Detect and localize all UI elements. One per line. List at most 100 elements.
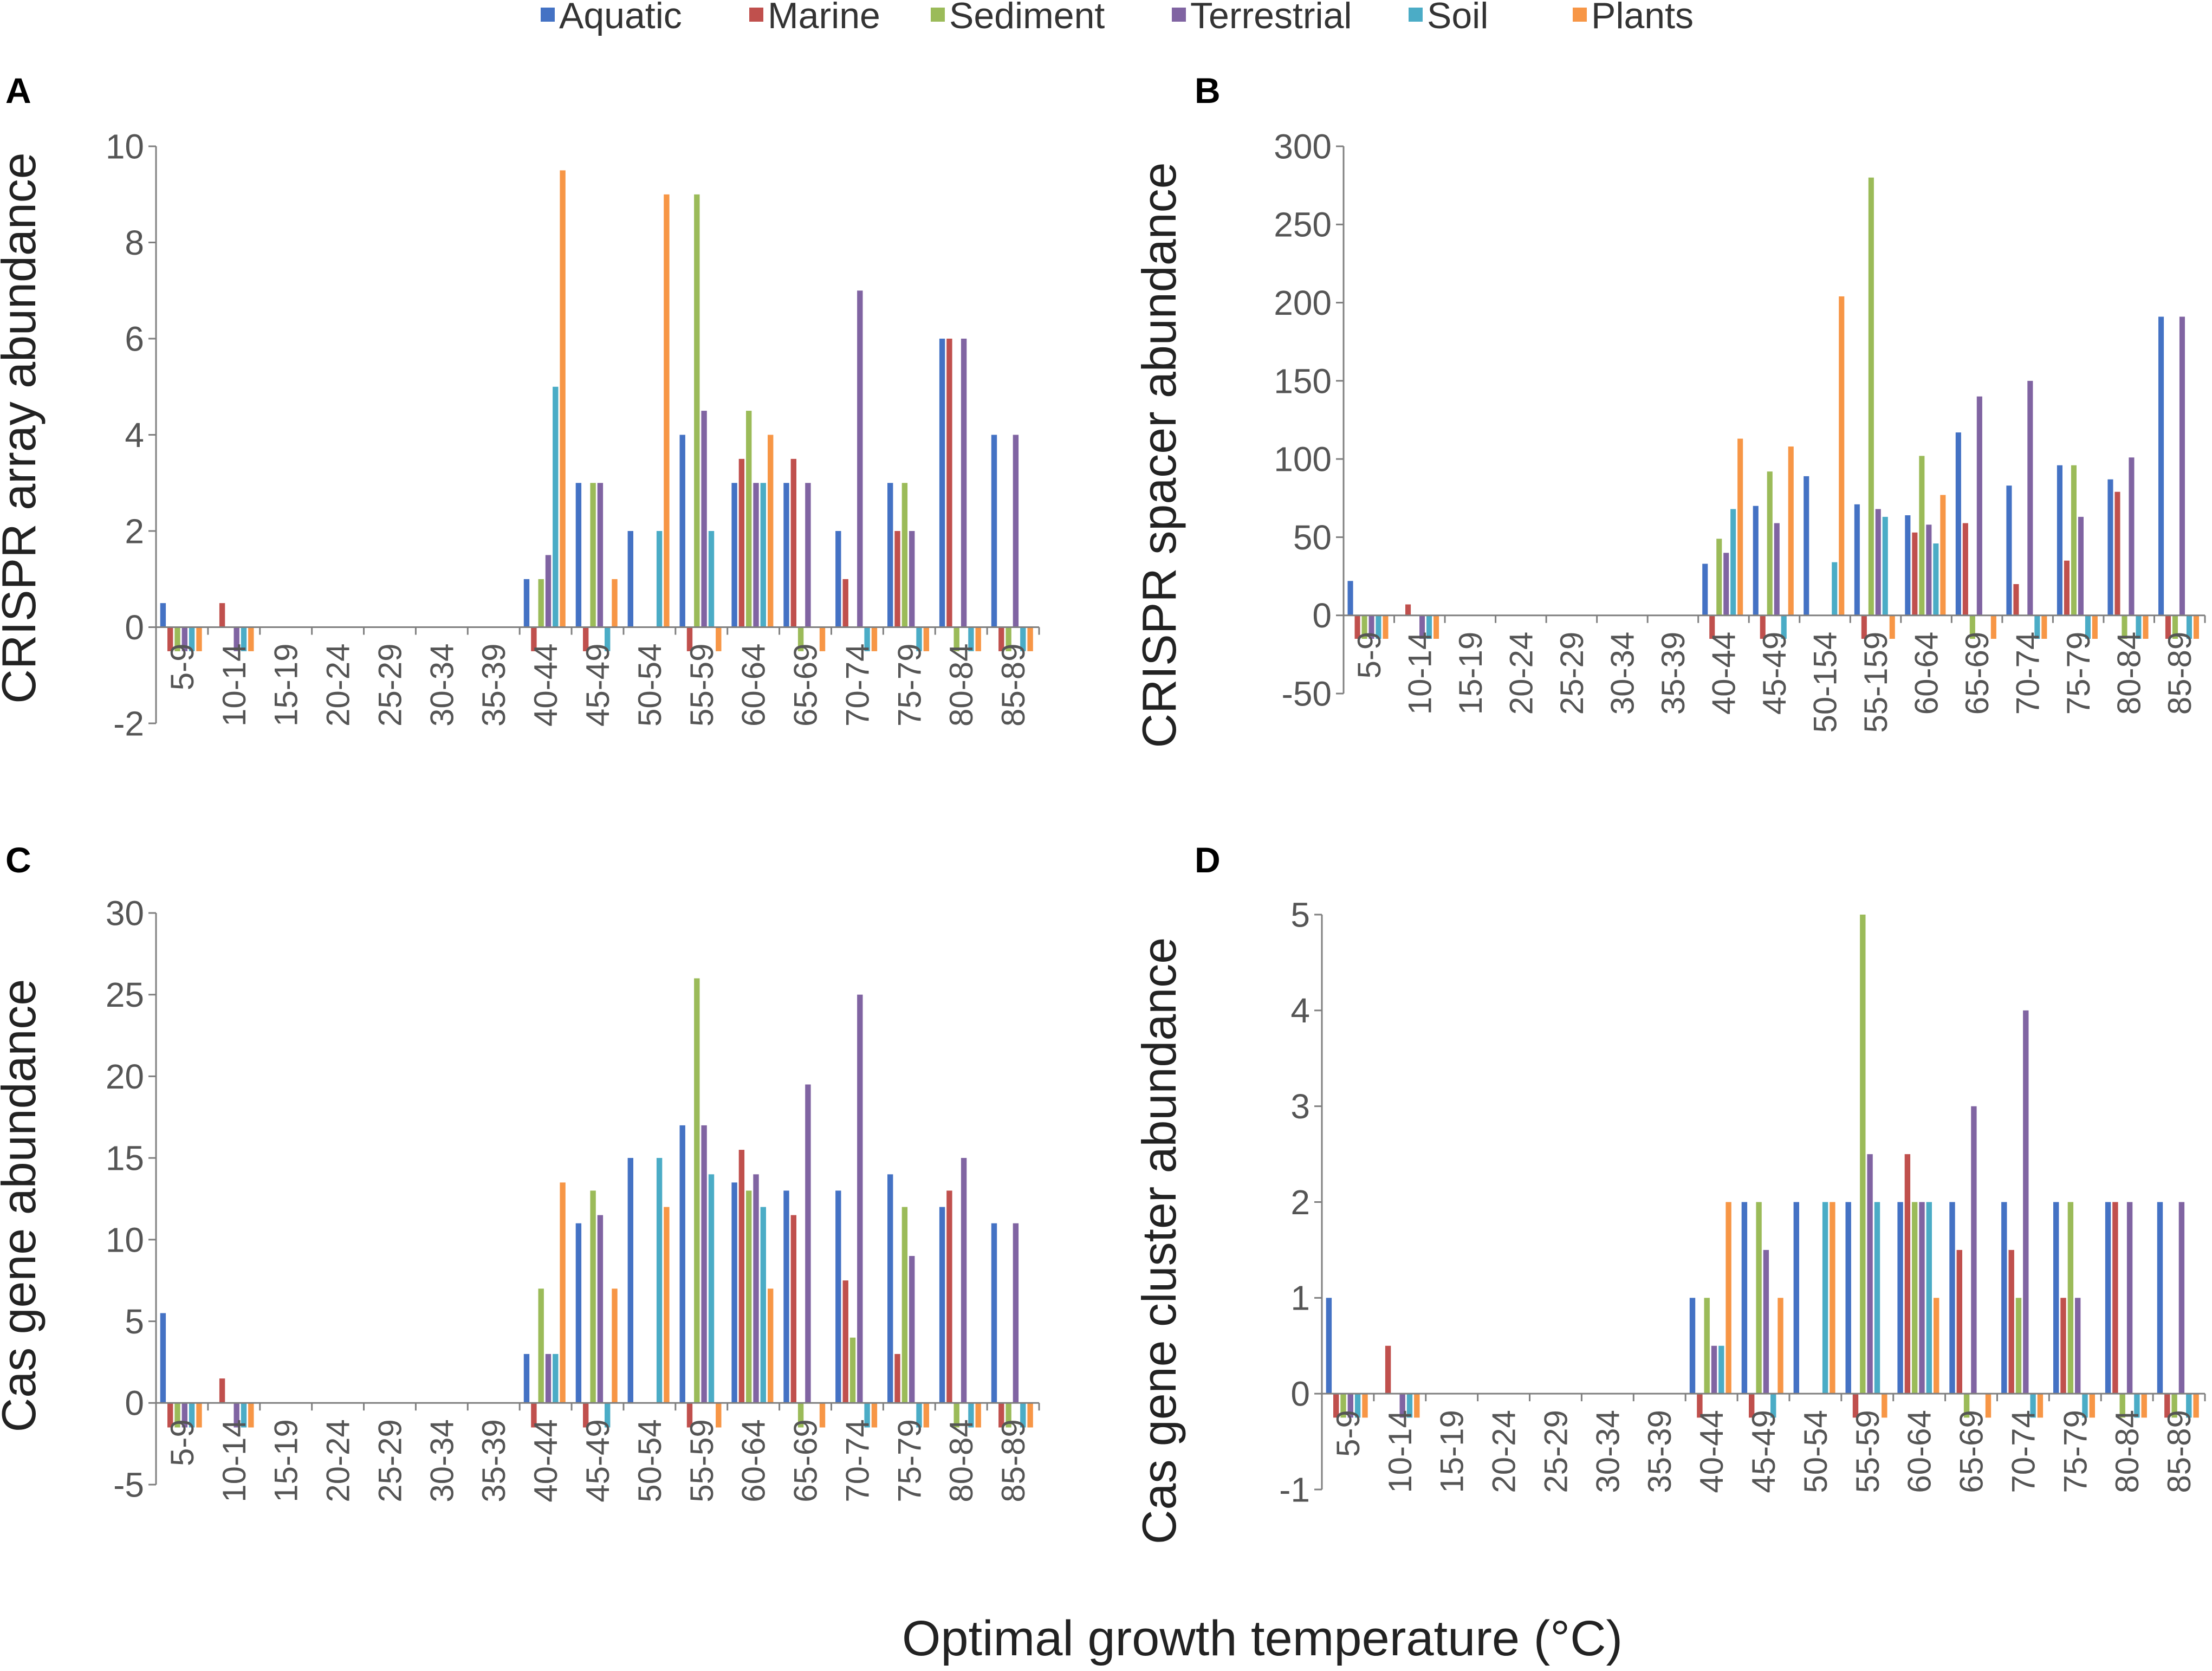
bar-marine-10-14 bbox=[219, 603, 225, 627]
bar-sediment-5-9 bbox=[1340, 1394, 1346, 1418]
bar-sediment-40-44 bbox=[1704, 1298, 1710, 1394]
bar-sediment-60-64 bbox=[746, 411, 752, 627]
y-tick-label: 5 bbox=[1290, 895, 1310, 934]
bar-plants-70-74 bbox=[871, 1403, 878, 1428]
x-tick-label: 60-64 bbox=[736, 644, 772, 727]
x-tick-label: 55-59 bbox=[1850, 1410, 1886, 1493]
y-tick-label: 8 bbox=[125, 223, 144, 262]
bar-terrestrial-60-64 bbox=[753, 1174, 759, 1403]
bar-soil-85-89 bbox=[2186, 1394, 2192, 1418]
bar-plants-85-89 bbox=[1027, 627, 1033, 651]
bar-plants-60-64 bbox=[768, 1288, 774, 1403]
bar-soil-5-9 bbox=[189, 1403, 195, 1428]
bar-aquatic-40-44 bbox=[1702, 564, 1708, 616]
x-tick-label: 15-19 bbox=[268, 644, 304, 727]
legend-swatch-soil bbox=[1409, 8, 1423, 22]
x-tick-label: 45-49 bbox=[1756, 632, 1793, 715]
bar-terrestrial-5-9 bbox=[1368, 615, 1374, 639]
x-tick-label: 65-69 bbox=[788, 644, 824, 727]
bar-aquatic-40-44 bbox=[1689, 1298, 1696, 1394]
bar-terrestrial-80-84 bbox=[961, 339, 967, 627]
bar-marine-5-9 bbox=[167, 627, 173, 651]
bar-marine-70-74 bbox=[2008, 1249, 2014, 1394]
bar-marine-75-79 bbox=[2060, 1298, 2066, 1394]
bar-marine-60-64 bbox=[738, 1150, 745, 1403]
bar-plants-70-74 bbox=[2037, 1394, 2044, 1418]
panel-letter-b: B bbox=[1195, 70, 1221, 111]
bar-marine-10-14 bbox=[1405, 604, 1411, 616]
x-tick-label: 40-44 bbox=[1705, 632, 1742, 715]
bar-soil-55-59 bbox=[708, 531, 715, 627]
panel-letter-c: C bbox=[5, 840, 31, 880]
x-tick-label: 10-14 bbox=[216, 644, 252, 727]
bar-terrestrial-75-79 bbox=[909, 531, 915, 627]
bar-marine-60-64 bbox=[1904, 1154, 1911, 1394]
bar-aquatic-55-59 bbox=[679, 435, 685, 627]
legend-label-soil: Soil bbox=[1427, 0, 1488, 36]
bar-soil-45-49 bbox=[1781, 615, 1787, 639]
bar-soil-40-44 bbox=[553, 1353, 559, 1403]
y-tick-label: -2 bbox=[113, 704, 144, 743]
bar-aquatic-85-89 bbox=[2157, 1202, 2163, 1394]
legend-label-terrestrial: Terrestrial bbox=[1190, 0, 1352, 36]
bar-terrestrial-5-9 bbox=[181, 1403, 187, 1428]
y-tick-label: 100 bbox=[1274, 440, 1332, 479]
bar-aquatic-70-74 bbox=[2006, 485, 2012, 616]
bar-sediment-85-89 bbox=[2171, 1394, 2177, 1418]
bar-marine-80-84 bbox=[946, 339, 952, 627]
bar-marine-55-159 bbox=[1861, 615, 1867, 639]
bar-aquatic-85-89 bbox=[991, 435, 997, 627]
y-tick-label: 10 bbox=[106, 1220, 144, 1259]
bar-marine-5-9 bbox=[1333, 1394, 1339, 1418]
bar-terrestrial-65-69 bbox=[1976, 396, 1982, 616]
bar-terrestrial-40-44 bbox=[1711, 1345, 1717, 1394]
x-tick-label: 50-54 bbox=[632, 644, 668, 727]
bar-soil-50-54 bbox=[1822, 1202, 1828, 1394]
y-tick-label: 2 bbox=[1290, 1183, 1310, 1222]
x-tick-label: 25-29 bbox=[1554, 632, 1590, 715]
y-tick-label: 0 bbox=[1312, 596, 1332, 635]
x-tick-label: 30-34 bbox=[424, 1419, 460, 1502]
bar-aquatic-60-64 bbox=[1897, 1202, 1903, 1394]
panel-c: C Cas gene abundance -5 0 5 10 15 20 25 30 5-9 10… bbox=[0, 840, 1040, 1504]
x-tick-label: 35-39 bbox=[1655, 632, 1691, 715]
y-tick-label: 50 bbox=[1293, 518, 1332, 557]
panel-letter-a: A bbox=[5, 70, 31, 111]
x-tick-label: 55-59 bbox=[684, 644, 720, 727]
bar-soil-70-74 bbox=[2034, 615, 2040, 639]
legend-swatch-sediment bbox=[931, 8, 945, 22]
legend-swatch-plants bbox=[1573, 8, 1587, 22]
bar-sediment-70-74 bbox=[849, 1337, 856, 1403]
bar-sediment-45-49 bbox=[590, 483, 596, 627]
bar-plants-65-69 bbox=[819, 1403, 826, 1428]
bar-terrestrial-40-44 bbox=[1723, 553, 1729, 616]
bar-plants-55-59 bbox=[1882, 1394, 1887, 1418]
x-tick-label: 60-64 bbox=[1909, 632, 1945, 715]
bar-marine-85-89 bbox=[998, 627, 1004, 651]
bar-terrestrial-75-79 bbox=[909, 1256, 915, 1403]
legend: Aquatic Marine Sediment Terrestrial Soil Plan… bbox=[541, 0, 1694, 36]
bar-plants-40-44 bbox=[560, 1182, 566, 1403]
bar-terrestrial-60-64 bbox=[1926, 524, 1932, 616]
bar-plants-50-54 bbox=[1830, 1202, 1835, 1394]
bar-aquatic-60-64 bbox=[731, 483, 737, 627]
bar-terrestrial-65-69 bbox=[805, 483, 811, 627]
bar-terrestrial-40-44 bbox=[545, 555, 552, 627]
bar-terrestrial-70-74 bbox=[857, 994, 863, 1403]
bar-sediment-80-84 bbox=[2119, 1394, 2125, 1418]
bar-plants-60-64 bbox=[1940, 495, 1946, 616]
y-tick-label: -1 bbox=[1279, 1470, 1310, 1509]
bar-soil-5-9 bbox=[189, 627, 195, 651]
bar-aquatic-65-69 bbox=[1955, 432, 1961, 616]
bar-plants-45-49 bbox=[612, 1288, 618, 1403]
bar-marine-45-49 bbox=[583, 1403, 589, 1428]
bar-terrestrial-65-69 bbox=[1971, 1106, 1977, 1394]
y-tick-label: -5 bbox=[113, 1465, 144, 1504]
bar-soil-85-89 bbox=[1020, 627, 1026, 651]
x-tick-label: 80-84 bbox=[943, 1419, 979, 1502]
bar-terrestrial-70-74 bbox=[2023, 1010, 2029, 1394]
bar-plants-55-59 bbox=[716, 627, 722, 651]
bar-sediment-65-69 bbox=[797, 627, 804, 651]
legend-label-marine: Marine bbox=[768, 0, 880, 36]
